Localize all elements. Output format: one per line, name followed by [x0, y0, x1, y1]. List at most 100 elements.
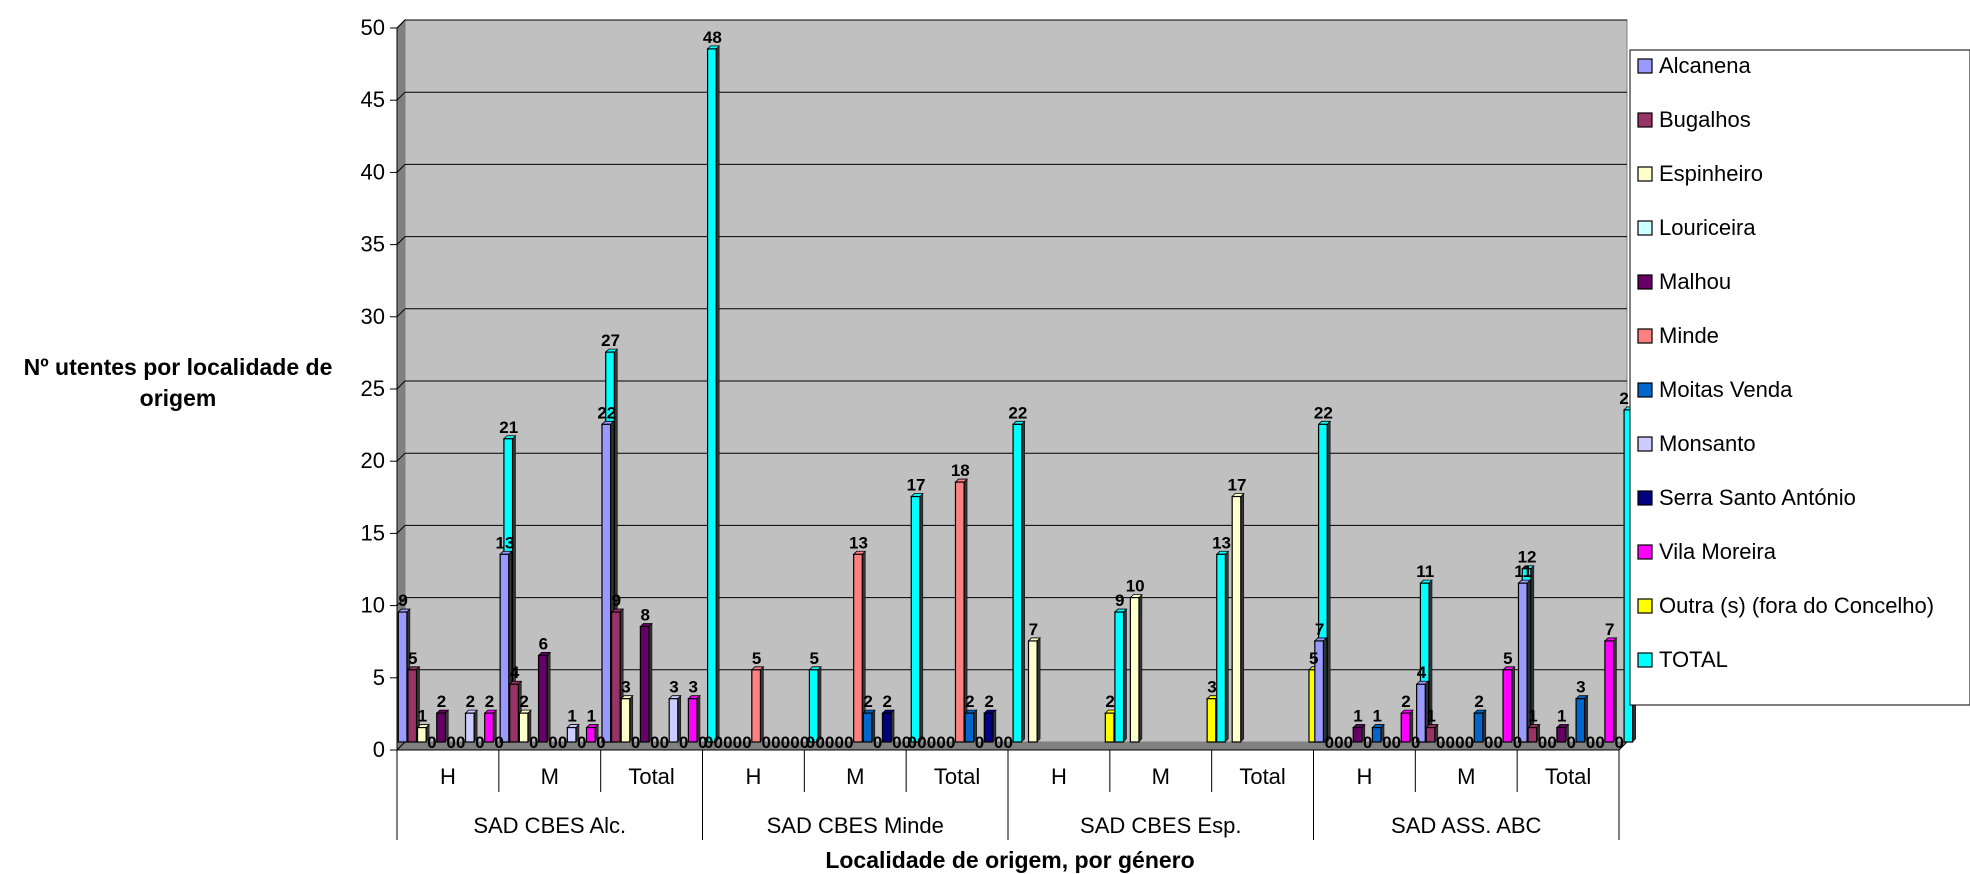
bar-monsanto [668, 695, 682, 743]
legend-swatch [1637, 274, 1653, 290]
data-label: 0 [456, 733, 465, 752]
data-label: 3 [1207, 678, 1216, 697]
legend-label: Alcanena [1659, 53, 1752, 78]
data-label: 0 [936, 733, 945, 752]
x-tick-label: H [1356, 764, 1372, 789]
data-label: 5 [809, 649, 818, 668]
data-label: 2 [519, 692, 528, 711]
bar-serra-santo-ant-nio [881, 709, 896, 743]
bar-total [1215, 550, 1230, 743]
bar-total [706, 45, 721, 743]
y-tick-label: 30 [361, 304, 385, 329]
bar-total [910, 492, 924, 743]
bar-espinheiro [1231, 492, 1245, 743]
data-label: 0 [660, 733, 669, 752]
legend-label: Malhou [1659, 269, 1731, 294]
bar-vila-moreira [1502, 666, 1516, 743]
data-label: 21 [499, 418, 518, 437]
data-label: 0 [713, 733, 722, 752]
y-tick-label: 10 [361, 593, 385, 618]
legend-swatch [1637, 166, 1653, 182]
legend-swatch [1637, 112, 1653, 128]
data-label: 3 [1576, 678, 1585, 697]
x-tick-label: M [1152, 764, 1170, 789]
data-label: 11 [1416, 562, 1434, 581]
bar-vila-moreira [1603, 637, 1618, 743]
data-label: 7 [1315, 620, 1324, 639]
data-label: 0 [596, 733, 605, 752]
bar-minde [750, 666, 765, 743]
legend-swatch [1637, 436, 1653, 452]
bar-total [1012, 420, 1026, 743]
data-label: 0 [800, 733, 809, 752]
data-label: 0 [558, 733, 567, 752]
legend-label: Minde [1659, 323, 1719, 348]
data-label: 10 [1126, 577, 1145, 596]
bar-malhou [1352, 723, 1366, 743]
data-label: 0 [529, 733, 538, 752]
data-label: 0 [1465, 733, 1474, 752]
data-label: 22 [597, 403, 616, 422]
data-label: 9 [612, 591, 621, 610]
data-label: 17 [1228, 476, 1247, 495]
data-label: 1 [1353, 707, 1362, 726]
legend-label: Moitas Venda [1659, 377, 1793, 402]
data-label: 12 [1518, 548, 1537, 567]
data-label: 0 [771, 733, 780, 752]
legend-item: Serra Santo António [1637, 485, 1856, 510]
data-label: 0 [723, 733, 732, 752]
data-label: 0 [975, 733, 984, 752]
data-label: 0 [1484, 733, 1493, 752]
data-label: 0 [844, 733, 853, 752]
data-label: 0 [631, 733, 640, 752]
data-label: 0 [1513, 733, 1522, 752]
x-tick-label: H [440, 764, 456, 789]
legend-swatch [1637, 220, 1653, 236]
data-label: 2 [883, 692, 892, 711]
data-label: 4 [510, 663, 520, 682]
data-label: 13 [495, 533, 514, 552]
data-label: 18 [951, 461, 970, 480]
data-label: 27 [601, 331, 620, 350]
data-label: 0 [1538, 733, 1547, 752]
bar-malhou [639, 622, 653, 743]
legend: Alcanena Bugalhos Espinheiro Louriceira Malh… [1629, 49, 1970, 706]
bar-moitas-venda [964, 709, 978, 743]
data-label: 0 [698, 733, 707, 752]
data-label: 1 [418, 707, 427, 726]
data-label: 0 [1595, 733, 1604, 752]
bar-vila-moreira [1400, 709, 1414, 743]
data-label: 2 [965, 692, 974, 711]
y-tick-label: 20 [361, 448, 385, 473]
legend-item: TOTAL [1637, 647, 1728, 672]
legend-label: TOTAL [1659, 647, 1728, 672]
legend-label: Outra (s) (fora do Concelho) [1659, 593, 1934, 618]
bar-espinheiro [1129, 593, 1143, 743]
data-label: 0 [1446, 733, 1455, 752]
data-label: 0 [1004, 733, 1013, 752]
data-label: 9 [398, 591, 407, 610]
data-label: 0 [835, 733, 844, 752]
legend-item: Bugalhos [1637, 107, 1751, 132]
data-label: 1 [1528, 707, 1537, 726]
legend-item: Outra (s) (fora do Concelho) [1637, 593, 1934, 618]
y-axis-title-line-2: origem [140, 385, 217, 411]
legend-label: Vila Moreira [1659, 539, 1777, 564]
data-label: 0 [946, 733, 955, 752]
data-label: 9 [1115, 591, 1124, 610]
legend-swatch [1637, 490, 1653, 506]
data-label: 1 [1426, 707, 1435, 726]
data-label: 0 [873, 733, 882, 752]
data-label: 22 [1314, 403, 1333, 422]
data-label: 11 [1514, 562, 1532, 581]
legend-item: Minde [1637, 323, 1719, 348]
legend-item: Moitas Venda [1637, 377, 1793, 402]
legend-label: Louriceira [1659, 215, 1756, 240]
y-tick-label: 25 [361, 376, 385, 401]
data-label: 1 [1557, 707, 1566, 726]
data-label: 0 [1436, 733, 1445, 752]
bar-moitas-venda [862, 709, 876, 743]
data-label: 0 [790, 733, 799, 752]
